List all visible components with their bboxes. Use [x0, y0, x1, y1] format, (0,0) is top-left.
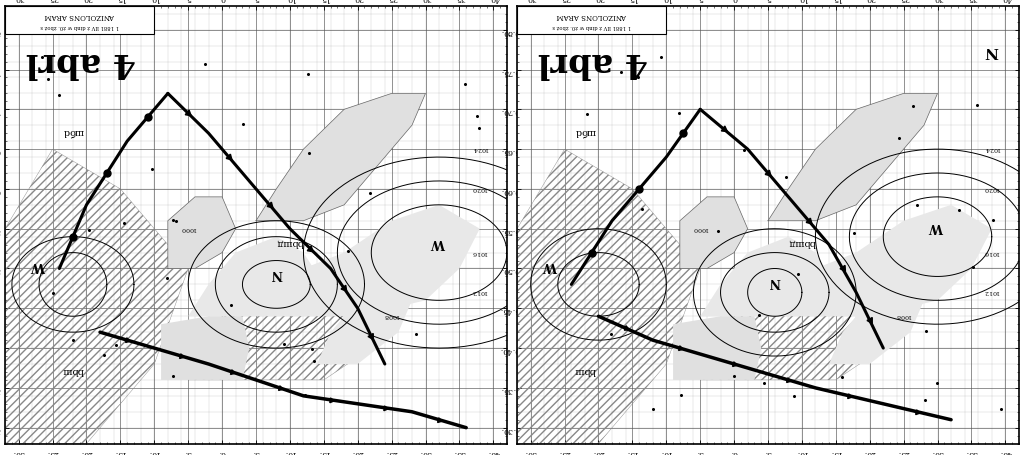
- Text: 1 1881 llV ż dinb w ż0. żboż s: 1 1881 llV ż dinb w ż0. żboż s: [40, 24, 119, 29]
- Text: 1000: 1000: [180, 225, 197, 230]
- Polygon shape: [276, 205, 480, 317]
- Text: 4 abrl: 4 abrl: [26, 46, 135, 79]
- Polygon shape: [829, 285, 924, 364]
- Bar: [5, 7, 155, 35]
- Text: W: W: [931, 219, 944, 232]
- Text: N: N: [769, 275, 780, 288]
- Text: N: N: [985, 44, 998, 57]
- Polygon shape: [788, 205, 992, 317]
- Text: W: W: [32, 259, 46, 272]
- Text: bbшд: bbшд: [276, 238, 304, 247]
- Text: 1000: 1000: [692, 225, 709, 230]
- Text: 1 1881 llV ż dinb w ż0. żboż s: 1 1881 llV ż dinb w ż0. żboż s: [552, 24, 631, 29]
- Text: 4 abrl: 4 abrl: [538, 46, 647, 79]
- Text: W: W: [432, 235, 446, 248]
- Polygon shape: [680, 197, 748, 269]
- Polygon shape: [168, 197, 236, 269]
- Text: 1020: 1020: [984, 186, 999, 191]
- Text: bbш: bbш: [62, 365, 84, 374]
- Text: bbш: bbш: [574, 365, 596, 374]
- Text: 1024: 1024: [984, 146, 999, 151]
- Text: 1012: 1012: [984, 289, 999, 294]
- Text: N: N: [270, 267, 282, 280]
- Polygon shape: [161, 317, 249, 380]
- Text: bbшд: bbшд: [788, 238, 816, 247]
- Polygon shape: [768, 94, 938, 221]
- Bar: [517, 7, 667, 35]
- Text: 1020: 1020: [472, 186, 487, 191]
- Text: 1008: 1008: [384, 313, 399, 318]
- Polygon shape: [188, 237, 324, 317]
- Text: шбd: шбd: [62, 127, 84, 136]
- Polygon shape: [673, 317, 761, 380]
- Text: W: W: [544, 259, 558, 272]
- Text: 1016: 1016: [472, 249, 487, 254]
- Text: ANIZOLONS ARAM: ANIZOLONS ARAM: [556, 11, 627, 20]
- Text: 1008: 1008: [896, 313, 911, 318]
- Text: 1012: 1012: [472, 289, 487, 294]
- Text: 1016: 1016: [984, 249, 999, 254]
- Polygon shape: [700, 237, 836, 317]
- Text: шбd: шбd: [574, 127, 596, 136]
- Text: 1024: 1024: [472, 146, 487, 151]
- Polygon shape: [317, 285, 412, 364]
- Text: ANIZOLONS ARAM: ANIZOLONS ARAM: [44, 11, 115, 20]
- Polygon shape: [256, 94, 426, 221]
